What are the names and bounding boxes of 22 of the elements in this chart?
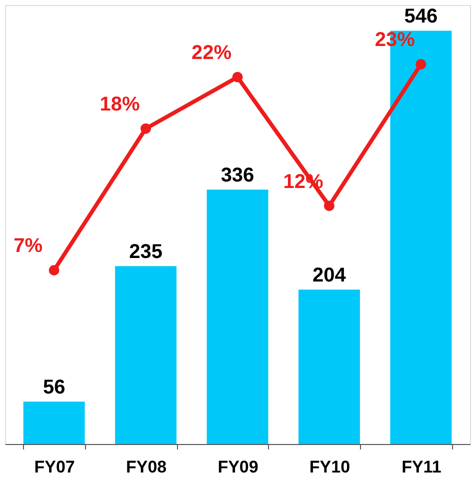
- x-tick-label: FY07: [34, 458, 75, 476]
- bar: [23, 402, 85, 444]
- x-tick-label: FY10: [309, 458, 350, 476]
- point: [416, 58, 426, 70]
- point: [140, 123, 152, 134]
- data-label: 7%: [14, 235, 43, 258]
- x-tick-label: FY11: [402, 458, 442, 476]
- point: [48, 264, 60, 276]
- data-label: 235: [129, 241, 162, 264]
- bar: [206, 190, 268, 444]
- point: [324, 200, 334, 212]
- data-label: 336: [220, 164, 254, 187]
- data-label: 204: [312, 264, 347, 287]
- point: [232, 72, 243, 82]
- x-tick-label: FY09: [218, 458, 258, 476]
- data-label: 56: [42, 376, 66, 399]
- data-label: 546: [404, 6, 438, 28]
- bar: [298, 290, 360, 444]
- bar: [115, 266, 177, 444]
- x-tick-label: FY08: [126, 458, 167, 476]
- data-label: 18%: [100, 94, 140, 116]
- data-label: 22%: [191, 42, 232, 64]
